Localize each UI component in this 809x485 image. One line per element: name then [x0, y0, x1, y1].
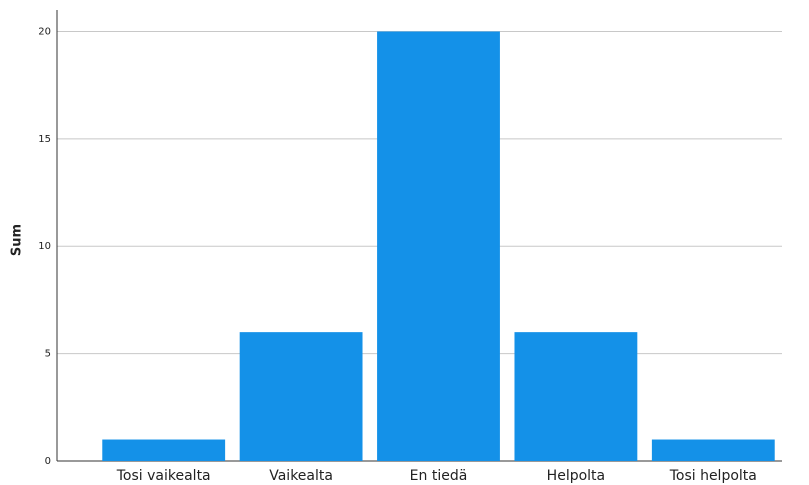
bar — [239, 332, 363, 461]
y-tick-label: 0 — [45, 456, 51, 467]
x-tick-label: Helpolta — [547, 468, 605, 484]
bar — [377, 31, 500, 461]
x-tick-label: Tosi helpolta — [669, 468, 757, 484]
x-tick-label: Vaikealta — [269, 468, 333, 484]
bar — [102, 439, 226, 461]
y-tick-label: 20 — [38, 26, 51, 37]
y-tick-label: 10 — [38, 241, 51, 252]
x-tick-label: Tosi vaikealta — [116, 468, 211, 484]
bar — [514, 332, 638, 461]
bar — [651, 439, 775, 461]
y-axis-label: Sum — [10, 224, 25, 256]
y-tick-label: 15 — [38, 134, 51, 145]
y-tick-label: 5 — [45, 349, 51, 360]
x-tick-label: En tiedä — [410, 468, 468, 484]
